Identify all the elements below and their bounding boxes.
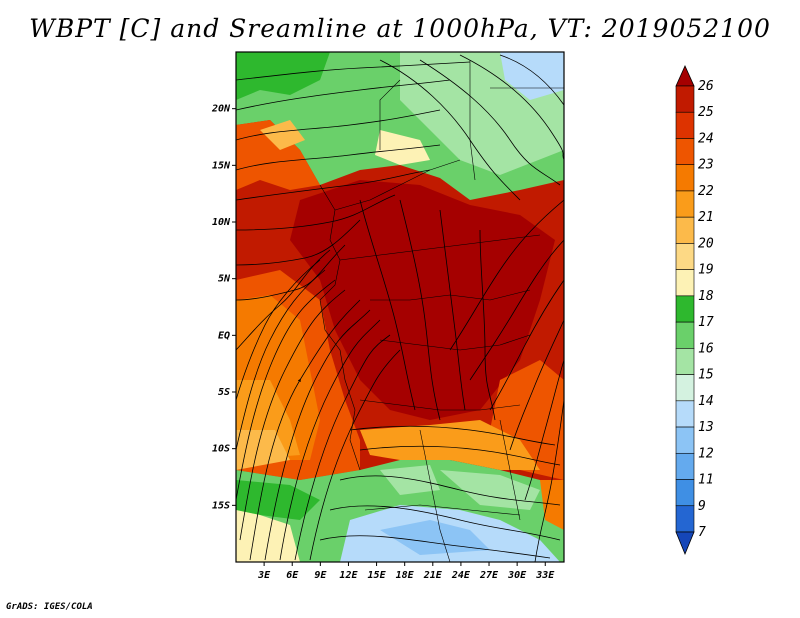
lon-tick-label: 33E — [535, 570, 555, 581]
colorbar-segment — [675, 479, 695, 507]
lat-tick-label: 10N — [212, 217, 231, 228]
lon-tick-label: 24E — [451, 570, 471, 581]
lon-tick-label: 9E — [314, 570, 327, 581]
lon-tick-label: 18E — [396, 570, 415, 581]
colorbar-segment — [675, 111, 695, 139]
lat-tick-label: EQ — [218, 330, 230, 341]
colorbar-segment — [675, 138, 695, 166]
country-borders — [319, 60, 564, 562]
colorbar-bottom-arrow — [675, 531, 695, 556]
colorbar-segment — [675, 295, 695, 323]
colorbar-label: 19 — [698, 263, 714, 278]
colorbar-segment — [675, 505, 695, 533]
colorbar-label: 15 — [698, 368, 714, 383]
colorbar-segment — [675, 374, 695, 402]
colorbar-segment — [675, 243, 695, 270]
colorbar-segment — [675, 190, 695, 218]
colorbar-label: 25 — [698, 105, 714, 120]
lon-tick-label: 3E — [257, 570, 271, 581]
lat-tick-label: 5S — [218, 387, 230, 398]
colorbar-label: 13 — [698, 420, 714, 435]
lat-tick-label: 20N — [211, 104, 231, 115]
colorbar-label: 12 — [698, 446, 714, 461]
colorbar-segment — [675, 348, 695, 375]
colorbar-label: 7 — [698, 525, 706, 540]
longitude-axis: 3E 6E 9E 12E 15E 18E 21E 24E 27E 30E 33E — [257, 562, 555, 581]
lon-tick-label: 6E — [286, 570, 299, 581]
chart-title: WBPT [C] and Sreamline at 1000hPa, VT: 2… — [29, 14, 771, 43]
lat-tick-label: 5N — [218, 274, 231, 285]
lat-tick-label: 10S — [212, 444, 230, 455]
colorbar-segment — [675, 400, 695, 428]
colorbar-segment — [675, 164, 695, 192]
latitude-axis: 20N 15N 10N 5N EQ 5S 10S 15S — [211, 104, 236, 511]
colorbar-segment — [675, 452, 695, 480]
lat-tick-label: 15S — [212, 500, 230, 511]
colorbar-label: 21 — [698, 210, 714, 225]
colorbar: 26 25 24 23 22 21 20 19 18 17 16 15 14 13 12 11 9 7 — [675, 65, 714, 556]
colorbar-label: 17 — [698, 315, 714, 330]
colorbar-label: 14 — [698, 394, 714, 409]
colorbar-segment — [675, 216, 695, 244]
lon-tick-label: 30E — [507, 570, 527, 581]
map-frame — [235, 51, 565, 563]
colorbar-label: 24 — [698, 131, 714, 146]
credit-text: GrADS: IGES/COLA — [6, 602, 93, 612]
colorbar-label: 20 — [698, 236, 714, 251]
lon-tick-label: 21E — [423, 570, 443, 581]
colorbar-segment — [675, 269, 695, 297]
colorbar-label: 18 — [698, 289, 714, 304]
lon-tick-label: 27E — [479, 570, 499, 581]
colorbar-segment — [675, 85, 695, 113]
colorbar-label: 23 — [698, 158, 714, 173]
colorbar-segment — [675, 321, 695, 349]
colorbar-segment — [675, 426, 695, 454]
colorbar-label: 11 — [698, 473, 714, 488]
lat-tick-label: 15N — [212, 160, 231, 171]
colorbar-label: 26 — [698, 79, 714, 94]
wbpt-field — [236, 52, 564, 562]
colorbar-label: 22 — [698, 184, 714, 199]
lon-tick-label: 15E — [368, 570, 387, 581]
colorbar-top-arrow — [675, 65, 695, 87]
lon-tick-label: 12E — [339, 570, 358, 581]
streamlines — [236, 54, 564, 562]
colorbar-label: 9 — [698, 499, 706, 514]
colorbar-label: 16 — [698, 341, 714, 356]
